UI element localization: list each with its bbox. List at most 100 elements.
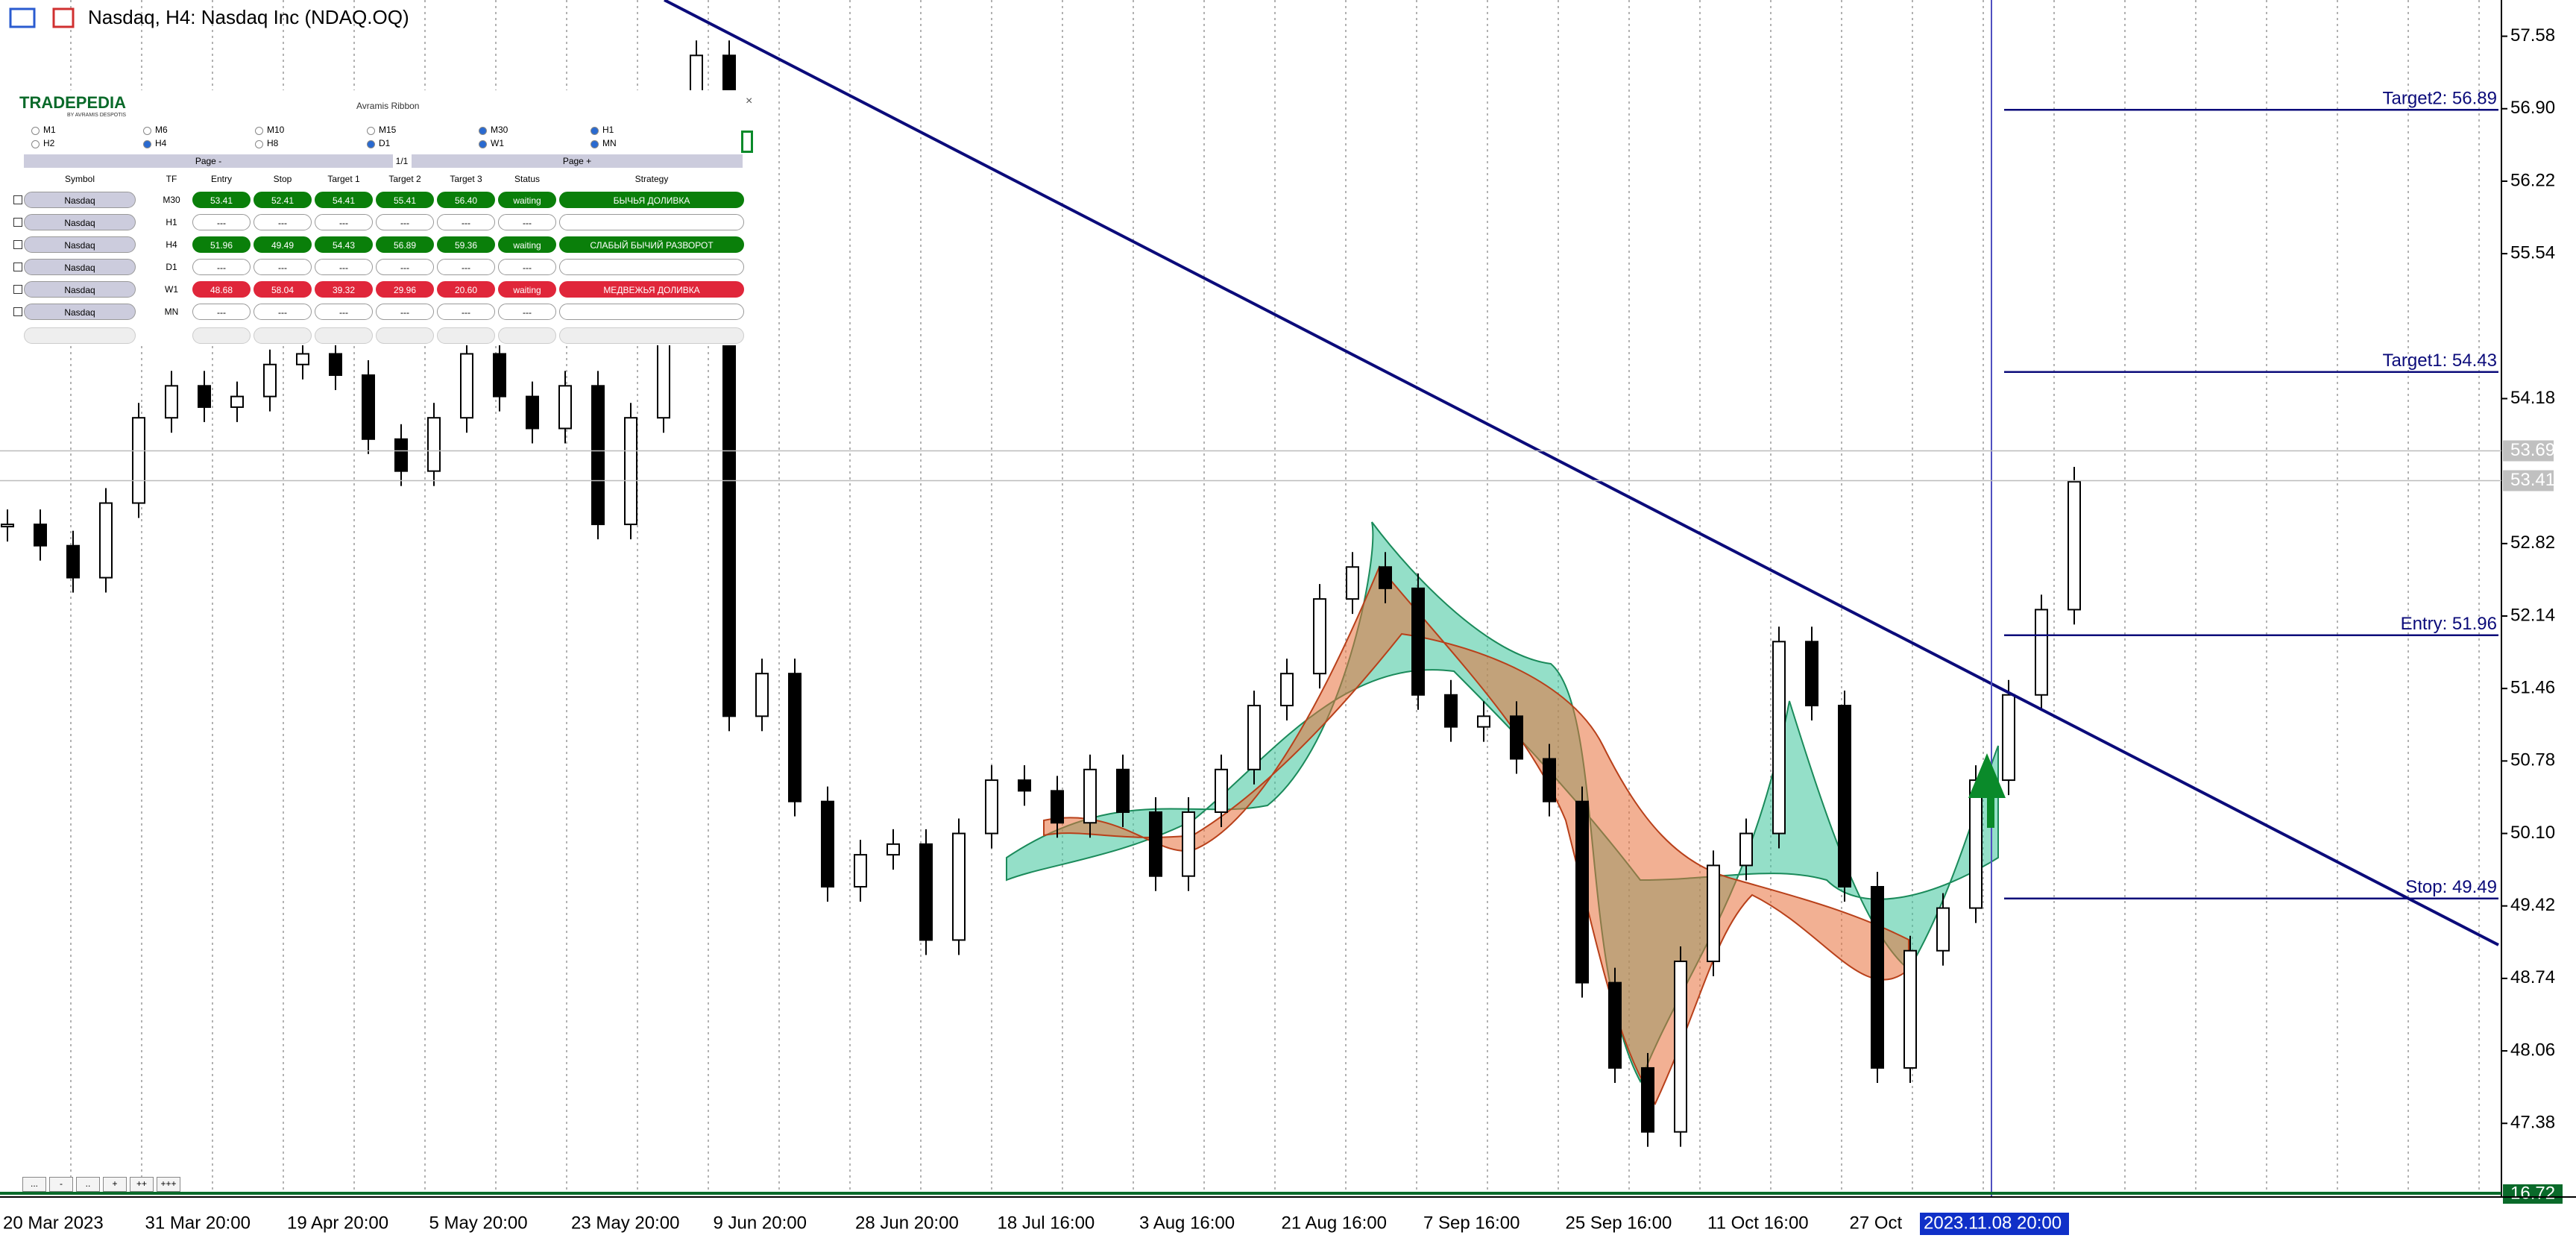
y-tick-label: 55.54 [2510,242,2555,263]
table-cell: 55.41 [376,192,434,208]
y-tick-label: 50.10 [2510,823,2555,843]
symbol-cell: Nasdaq [24,259,136,275]
table-cell: 56.40 [437,192,495,208]
table-cell [559,304,744,320]
table-cell: --- [192,259,251,275]
row-toggle[interactable] [13,195,22,204]
symbol-cell: Nasdaq [24,236,136,253]
close-button[interactable]: × [746,95,753,107]
x-tick-label: 5 May 20:00 [429,1213,528,1233]
candle [362,374,375,440]
page-prev[interactable]: Page - [24,154,393,168]
symbol-cell: Nasdaq [24,192,136,208]
row-toggle[interactable] [13,218,22,227]
x-tick-label: 11 Oct 16:00 [1707,1213,1809,1233]
y-tick-label: 56.22 [2510,170,2555,190]
radio[interactable] [591,140,599,148]
table-cell: 51.96 [192,236,251,253]
levels: Target2: 56.89 Target1: 54.43 Entry: 51.96… [2004,89,2498,899]
price-tag-bg [2503,470,2554,491]
crosshair-date: 2023.11.08 20:00 [1924,1213,2062,1233]
x-tick-label: 9 Jun 20:00 [714,1213,807,1233]
radio[interactable] [591,127,599,135]
table-cell: 59.36 [437,236,495,253]
indicator-tag-bg [2503,1184,2563,1204]
x-tick-label: 27 Oct [1850,1213,1903,1233]
x-axis: 20 Mar 2023 31 Mar 20:00 19 Apr 20:00 5 May… [3,1213,2069,1235]
row-toggle[interactable] [13,285,22,294]
candle [919,843,933,941]
radio[interactable] [31,140,40,148]
radio[interactable] [367,140,375,148]
radio[interactable] [143,140,151,148]
table-cell: 54.43 [315,236,373,253]
candle [263,363,277,398]
candle [788,673,802,802]
row-toggle[interactable] [13,307,22,316]
candle [1083,768,1097,824]
y-tick-label: 52.14 [2510,605,2555,625]
candle [1936,907,1950,952]
scroll-button[interactable]: +++ [157,1177,180,1192]
empty-cell [253,327,312,344]
table-cell: --- [376,259,434,275]
chart-icon[interactable] [52,7,75,28]
radio[interactable] [255,140,263,148]
candle [1543,758,1556,802]
table-cell: --- [498,214,556,230]
scroll-button[interactable]: ... [22,1177,46,1192]
toolbar-icons[interactable] [7,6,75,30]
candle [952,832,966,941]
scroll-button[interactable]: .. [76,1177,100,1192]
empty-cell [559,327,744,344]
signal-arrow [1968,753,2006,828]
symbol-cell: Nasdaq [24,281,136,298]
scroll-button[interactable]: + [103,1177,127,1192]
table-cell: H4 [166,239,177,250]
table-cell: --- [498,259,556,275]
price-tag: 53.69 [2510,440,2555,460]
scroll-button[interactable]: - [49,1177,73,1192]
price-axis [2501,0,2576,1197]
candle [1805,641,1818,707]
table-cell: 52.41 [253,192,312,208]
page-number: 1/1 [395,156,409,166]
radio[interactable] [255,127,263,135]
table-cell: H1 [166,217,177,227]
candle [755,673,769,717]
y-tick-label: 50.78 [2510,750,2555,770]
scroll-button[interactable]: ++ [130,1177,154,1192]
table-cell: waiting [498,192,556,208]
candle [329,353,342,377]
candles [1,40,2081,1147]
menu-icon[interactable] [9,7,36,28]
row-toggle[interactable] [13,263,22,271]
radio[interactable] [479,127,487,135]
candle [1379,566,1392,589]
table-cell: --- [315,214,373,230]
empty-cell [376,327,434,344]
radio[interactable] [31,127,40,135]
y-tick-label: 49.42 [2510,895,2555,915]
timeframe-label: H1 [602,125,614,135]
page-next[interactable]: Page + [412,154,743,168]
candle [854,854,867,887]
radio[interactable] [143,127,151,135]
candle [624,417,637,526]
x-tick-label: 25 Sep 16:00 [1566,1213,1672,1233]
candle [821,800,834,887]
table-cell: --- [253,259,312,275]
timeframe-label: MN [602,138,617,148]
radio[interactable] [479,140,487,148]
table-cell: waiting [498,281,556,298]
row-toggle[interactable] [13,240,22,249]
x-tick-label: 28 Jun 20:00 [855,1213,959,1233]
timeframe-label: M10 [267,125,285,135]
candle [1411,587,1425,696]
candle [230,395,244,408]
level-label: Entry: 51.96 [2401,614,2497,634]
candle [1,524,14,528]
radio[interactable] [367,127,375,135]
candle [493,353,506,398]
